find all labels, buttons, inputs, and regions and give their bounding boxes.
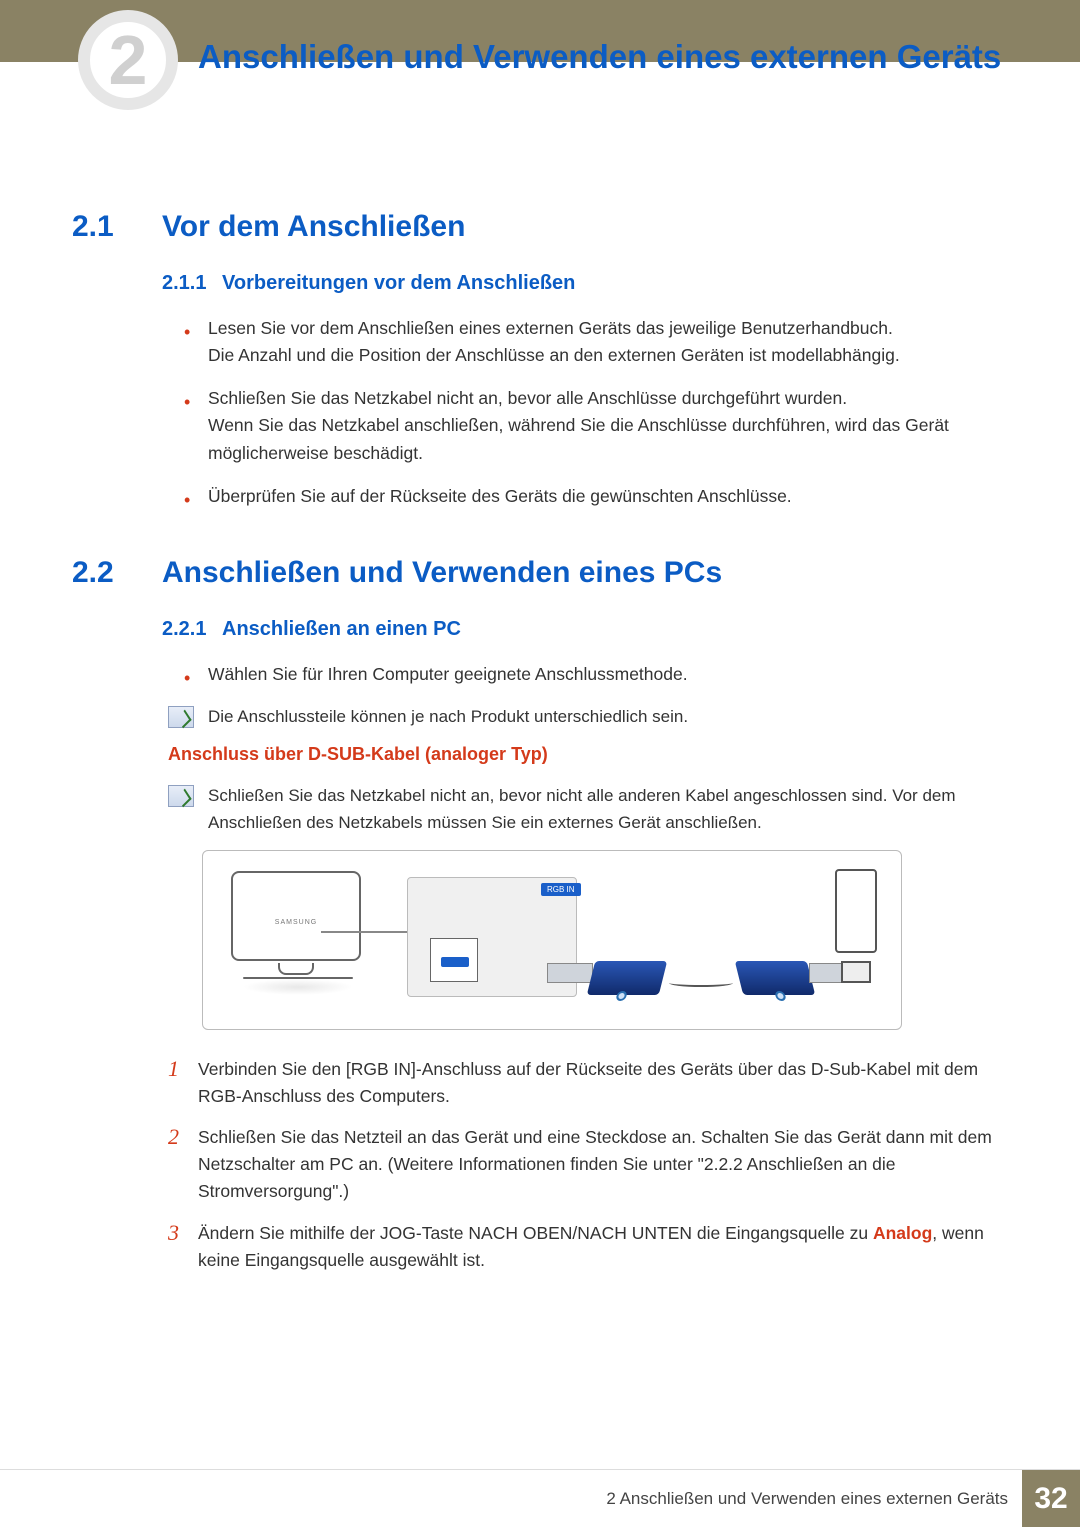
- monitor-neck-icon: [278, 963, 314, 975]
- bullet-text: Schließen Sie das Netzkabel nicht an, be…: [208, 388, 847, 408]
- section-number: 2.1: [72, 210, 162, 244]
- page-footer: 2 Anschließen und Verwenden eines extern…: [0, 1469, 1080, 1527]
- dsub-plug-icon: [587, 961, 667, 995]
- section-2-1-heading: 2.1 Vor dem Anschließen: [72, 210, 1008, 244]
- screw-icon: [774, 991, 786, 1001]
- numbered-steps: 1 Verbinden Sie den [RGB IN]-Anschluss a…: [168, 1056, 1008, 1274]
- connection-diagram: SAMSUNG RGB IN: [202, 850, 902, 1030]
- note-icon: [168, 706, 194, 728]
- chapter-title: Anschließen und Verwenden eines externen…: [198, 36, 1020, 79]
- step-text: Verbinden Sie den [RGB IN]-Anschluss auf…: [198, 1056, 1008, 1110]
- section-title: Anschließen und Verwenden eines PCs: [162, 556, 722, 590]
- note-text: Schließen Sie das Netzkabel nicht an, be…: [208, 783, 1008, 836]
- footer-page-number: 32: [1022, 1470, 1080, 1527]
- monitor-icon: SAMSUNG: [231, 871, 361, 961]
- cable-wire-icon: [669, 979, 733, 987]
- bullet-list-2-2-1: Wählen Sie für Ihren Computer geeignete …: [182, 661, 1008, 688]
- page-content: 2.1 Vor dem Anschließen 2.1.1 Vorbereitu…: [72, 190, 1008, 1288]
- step-item: 3 Ändern Sie mithilfe der JOG-Taste NACH…: [168, 1220, 1008, 1274]
- leader-line-icon: [321, 931, 407, 933]
- subsection-number: 2.1.1: [162, 272, 222, 295]
- subsection-title: Vorbereitungen vor dem Anschließen: [222, 272, 575, 295]
- step-number: 3: [168, 1220, 198, 1274]
- plug-shell-icon: [547, 963, 593, 983]
- rgb-slot-icon: [441, 957, 469, 967]
- bullet-item: Überprüfen Sie auf der Rückseite des Ger…: [182, 483, 1008, 510]
- bullet-list-2-1-1: Lesen Sie vor dem Anschließen eines exte…: [182, 315, 1008, 510]
- step-text-pre: Ändern Sie mithilfe der JOG-Taste NACH O…: [198, 1223, 873, 1243]
- bullet-text: Wenn Sie das Netzkabel anschließen, währ…: [208, 415, 949, 462]
- bullet-item: Lesen Sie vor dem Anschließen eines exte…: [182, 315, 1008, 369]
- subsection-2-1-1-heading: 2.1.1 Vorbereitungen vor dem Anschließen: [162, 272, 1008, 295]
- bullet-item: Schließen Sie das Netzkabel nicht an, be…: [182, 385, 1008, 466]
- monitor-brand-label: SAMSUNG: [233, 919, 359, 926]
- bullet-text: Lesen Sie vor dem Anschließen eines exte…: [208, 318, 893, 338]
- pc-port-icon: [841, 961, 871, 983]
- monitor-base-icon: [243, 977, 353, 979]
- step-item: 2 Schließen Sie das Netzteil an das Gerä…: [168, 1124, 1008, 1205]
- bullet-text: Wählen Sie für Ihren Computer geeignete …: [208, 664, 688, 684]
- rgb-in-label: RGB IN: [541, 883, 581, 896]
- note-block: Die Anschlussteile können je nach Produk…: [168, 704, 1008, 730]
- subheading-dsub: Anschluss über D-SUB-Kabel (analoger Typ…: [168, 744, 1008, 765]
- bullet-text: Die Anzahl und die Position der Anschlüs…: [208, 345, 900, 365]
- section-number: 2.2: [72, 556, 162, 590]
- monitor-shadow-icon: [243, 979, 353, 995]
- chapter-number-badge: 2: [78, 10, 178, 110]
- step-text: Schließen Sie das Netzteil an das Gerät …: [198, 1124, 1008, 1205]
- section-2-2-heading: 2.2 Anschließen und Verwenden eines PCs: [72, 556, 1008, 590]
- step-number: 1: [168, 1056, 198, 1110]
- subsection-title: Anschließen an einen PC: [222, 618, 461, 641]
- rgb-port-icon: [430, 938, 478, 982]
- section-title: Vor dem Anschließen: [162, 210, 465, 244]
- dsub-plug-icon: [735, 961, 815, 995]
- bullet-item: Wählen Sie für Ihren Computer geeignete …: [182, 661, 1008, 688]
- step-text: Ändern Sie mithilfe der JOG-Taste NACH O…: [198, 1220, 1008, 1274]
- subsection-2-2-1-heading: 2.2.1 Anschließen an einen PC: [162, 618, 1008, 641]
- step-number: 2: [168, 1124, 198, 1205]
- note-block: Schließen Sie das Netzkabel nicht an, be…: [168, 783, 1008, 836]
- footer-chapter-label: 2 Anschließen und Verwenden eines extern…: [606, 1489, 1008, 1509]
- bullet-text: Überprüfen Sie auf der Rückseite des Ger…: [208, 486, 792, 506]
- note-text: Die Anschlussteile können je nach Produk…: [208, 704, 688, 730]
- note-icon: [168, 785, 194, 807]
- screw-icon: [615, 991, 627, 1001]
- subsection-number: 2.2.1: [162, 618, 222, 641]
- step-text-highlight: Analog: [873, 1223, 932, 1243]
- cable-icon: [591, 951, 811, 1001]
- pc-tower-icon: [835, 869, 877, 953]
- step-item: 1 Verbinden Sie den [RGB IN]-Anschluss a…: [168, 1056, 1008, 1110]
